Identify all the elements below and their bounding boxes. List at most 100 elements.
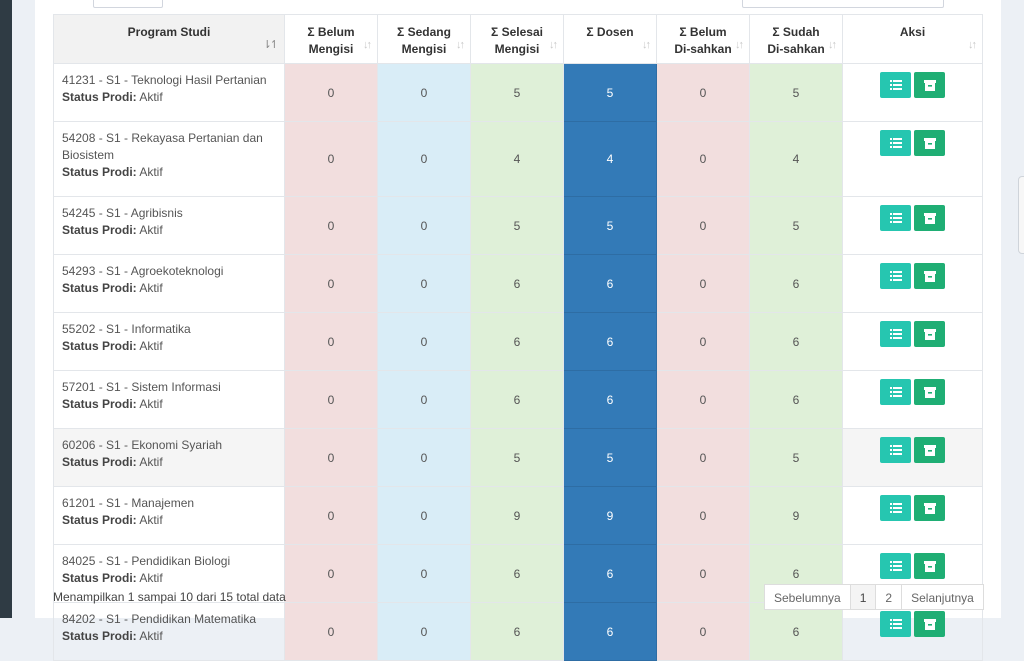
detail-button[interactable]	[880, 205, 911, 231]
count-sedang-mengisi: 0	[377, 544, 471, 603]
detail-button[interactable]	[880, 72, 911, 98]
table-row: 61201 - S1 - Manajemen Status Prodi: Akti…	[53, 486, 983, 545]
count-sedang-mengisi: 0	[377, 121, 471, 197]
archive-box-icon	[923, 328, 936, 340]
detail-button[interactable]	[880, 611, 911, 637]
header-sudah-disahkan[interactable]: Σ Sudah Di-sahkan ↓↑	[749, 14, 843, 64]
table-row: 60206 - S1 - Ekonomi Syariah Status Prodi…	[53, 428, 983, 487]
program-name: 61201 - S1 - Manajemen	[62, 496, 195, 510]
status-label: Status Prodi:	[62, 223, 137, 237]
archive-box-icon	[923, 386, 936, 398]
detail-button[interactable]	[880, 437, 911, 463]
archive-button[interactable]	[914, 437, 945, 463]
count-belum-disahkan: 0	[656, 370, 750, 429]
count-belum-mengisi: 0	[284, 428, 378, 487]
count-belum-mengisi: 0	[284, 544, 378, 603]
header-dosen[interactable]: Σ Dosen ↓↑	[563, 14, 657, 64]
header-aksi[interactable]: Aksi ↓↑	[842, 14, 983, 64]
table-row: 41231 - S1 - Teknologi Hasil Pertanian St…	[53, 63, 983, 122]
archive-button[interactable]	[914, 495, 945, 521]
status-label: Status Prodi:	[62, 629, 137, 643]
count-selesai-mengisi: 9	[470, 486, 564, 545]
header-belum-disahkan[interactable]: Σ Belum Di-sahkan ↓↑	[656, 14, 750, 64]
header-selesai-mengisi[interactable]: Σ Selesai Mengisi ↓↑	[470, 14, 564, 64]
detail-button[interactable]	[880, 553, 911, 579]
sort-icon: ↓↑	[828, 39, 837, 51]
archive-button[interactable]	[914, 205, 945, 231]
next-page-button[interactable]: Selanjutnya	[901, 584, 984, 610]
table-row: 54293 - S1 - Agroekoteknologi Status Prod…	[53, 254, 983, 313]
detail-button[interactable]	[880, 130, 911, 156]
status-value: Aktif	[139, 90, 163, 104]
program-name: 57201 - S1 - Sistem Informasi	[62, 380, 221, 394]
count-belum-disahkan: 0	[656, 428, 750, 487]
count-dosen: 6	[563, 602, 657, 661]
count-sudah-disahkan: 9	[749, 486, 843, 545]
count-sedang-mengisi: 0	[377, 196, 471, 255]
count-dosen: 6	[563, 544, 657, 603]
status-label: Status Prodi:	[62, 165, 137, 179]
archive-box-icon	[923, 444, 936, 456]
status-value: Aktif	[139, 571, 163, 585]
count-selesai-mengisi: 5	[470, 63, 564, 122]
count-belum-mengisi: 0	[284, 486, 378, 545]
archive-button[interactable]	[914, 553, 945, 579]
archive-button[interactable]	[914, 72, 945, 98]
header-label: Di-sahkan	[767, 42, 825, 56]
list-icon	[889, 80, 902, 90]
count-sedang-mengisi: 0	[377, 312, 471, 371]
count-belum-disahkan: 0	[656, 602, 750, 661]
archive-box-icon	[923, 137, 936, 149]
page-length-select[interactable]	[93, 0, 163, 8]
actions-cell	[842, 312, 983, 371]
archive-button[interactable]	[914, 321, 945, 347]
count-dosen: 6	[563, 312, 657, 371]
status-value: Aktif	[139, 165, 163, 179]
program-cell: 84025 - S1 - Pendidikan Biologi Status Pr…	[53, 544, 285, 603]
prev-page-button[interactable]: Sebelumnya	[764, 584, 851, 610]
program-name: 84025 - S1 - Pendidikan Biologi	[62, 554, 231, 568]
program-status: Status Prodi: Aktif	[62, 280, 276, 297]
archive-box-icon	[923, 618, 936, 630]
page-button-1[interactable]: 1	[849, 584, 877, 610]
header-belum-mengisi[interactable]: Σ Belum Mengisi ↓↑	[284, 14, 378, 64]
count-sudah-disahkan: 5	[749, 196, 843, 255]
program-name: 54208 - S1 - Rekayasa Pertanian dan Bios…	[62, 131, 263, 162]
program-status: Status Prodi: Aktif	[62, 512, 276, 529]
archive-button[interactable]	[914, 379, 945, 405]
sort-icon: ↓↑	[735, 39, 744, 51]
program-status: Status Prodi: Aktif	[62, 164, 276, 181]
sort-icon: ↓↑	[363, 39, 372, 51]
detail-button[interactable]	[880, 321, 911, 347]
program-cell: 41231 - S1 - Teknologi Hasil Pertanian St…	[53, 63, 285, 122]
header-program-studi[interactable]: Program Studi ⇂↿	[53, 14, 285, 64]
status-label: Status Prodi:	[62, 397, 137, 411]
list-icon	[889, 619, 902, 629]
program-status: Status Prodi: Aktif	[62, 396, 276, 413]
count-sudah-disahkan: 6	[749, 254, 843, 313]
actions-cell	[842, 370, 983, 429]
page-button-2[interactable]: 2	[875, 584, 903, 610]
list-icon	[889, 387, 902, 397]
detail-button[interactable]	[880, 263, 911, 289]
list-icon	[889, 329, 902, 339]
header-label: Σ Sedang	[397, 25, 451, 39]
header-sedang-mengisi[interactable]: Σ Sedang Mengisi ↓↑	[377, 14, 471, 64]
detail-button[interactable]	[880, 495, 911, 521]
list-icon	[889, 271, 902, 281]
archive-button[interactable]	[914, 611, 945, 637]
scroll-handle[interactable]	[1018, 176, 1024, 254]
list-icon	[889, 561, 902, 571]
archive-box-icon	[923, 212, 936, 224]
header-label: Σ Belum	[307, 25, 355, 39]
status-label: Status Prodi:	[62, 455, 137, 469]
header-label: Mengisi	[308, 42, 354, 56]
search-input[interactable]	[742, 0, 944, 8]
count-belum-mengisi: 0	[284, 196, 378, 255]
archive-button[interactable]	[914, 263, 945, 289]
count-selesai-mengisi: 4	[470, 121, 564, 197]
status-label: Status Prodi:	[62, 339, 137, 353]
status-label: Status Prodi:	[62, 513, 137, 527]
archive-button[interactable]	[914, 130, 945, 156]
detail-button[interactable]	[880, 379, 911, 405]
